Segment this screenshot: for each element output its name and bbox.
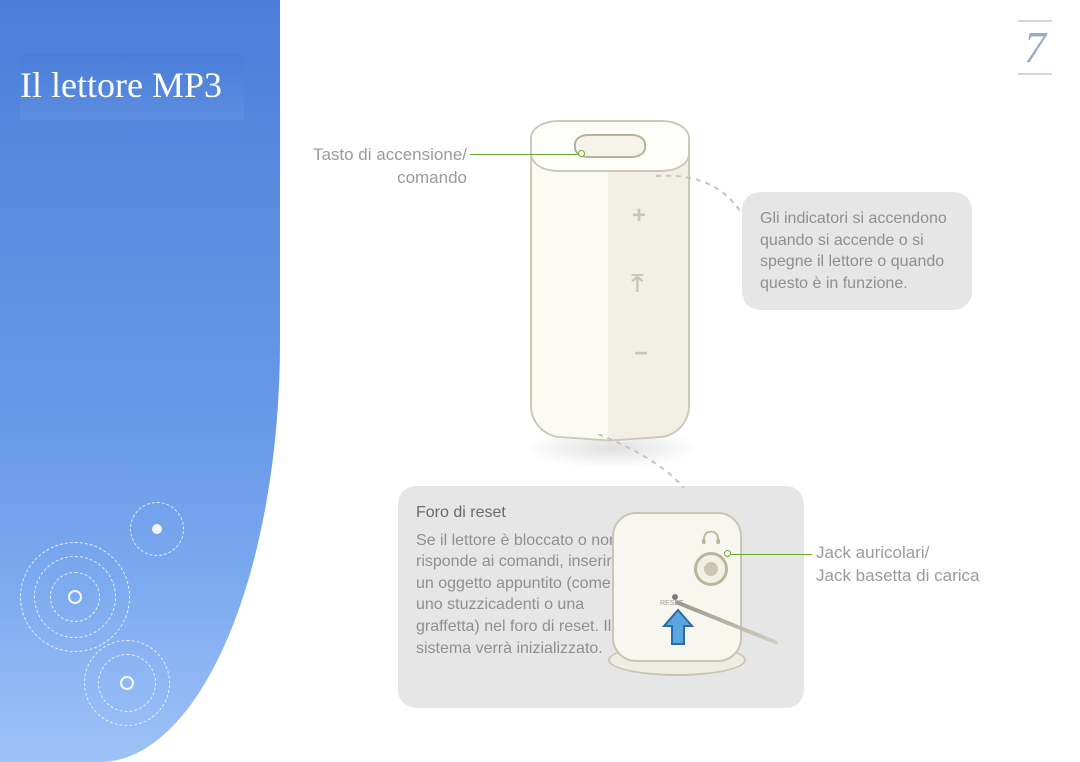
leader-power bbox=[470, 154, 580, 155]
leader-jack-end bbox=[724, 550, 731, 557]
label-power-button-line2: comando bbox=[397, 168, 467, 187]
leader-indicators bbox=[656, 170, 766, 250]
volume-plus-icon: + bbox=[632, 202, 646, 230]
page-number: 7 bbox=[1018, 20, 1052, 75]
volume-minus-icon: − bbox=[634, 340, 648, 368]
decorative-circles bbox=[0, 462, 240, 722]
label-power-button: Tasto di accensione/ comando bbox=[307, 144, 467, 190]
leader-jack bbox=[730, 554, 812, 555]
skip-icon: ⤒ bbox=[631, 270, 643, 298]
callout-indicators: Gli indicatori si accendono quando si ac… bbox=[742, 192, 972, 310]
label-jack-line2: Jack basetta di carica bbox=[816, 566, 979, 585]
arrow-up-icon bbox=[660, 608, 696, 648]
callout-indicators-text: Gli indicatori si accendono quando si ac… bbox=[760, 210, 947, 292]
headphone-icon bbox=[700, 528, 722, 546]
device-bottom-illustration: RESET bbox=[564, 504, 784, 694]
label-power-button-line1: Tasto di accensione/ bbox=[313, 145, 467, 164]
label-jack-line1: Jack auricolari/ bbox=[816, 543, 929, 562]
page-title: Il lettore MP3 bbox=[20, 54, 244, 120]
label-jack: Jack auricolari/ Jack basetta di carica bbox=[816, 542, 979, 588]
leader-power-end bbox=[578, 150, 585, 157]
leader-reset bbox=[588, 434, 708, 498]
